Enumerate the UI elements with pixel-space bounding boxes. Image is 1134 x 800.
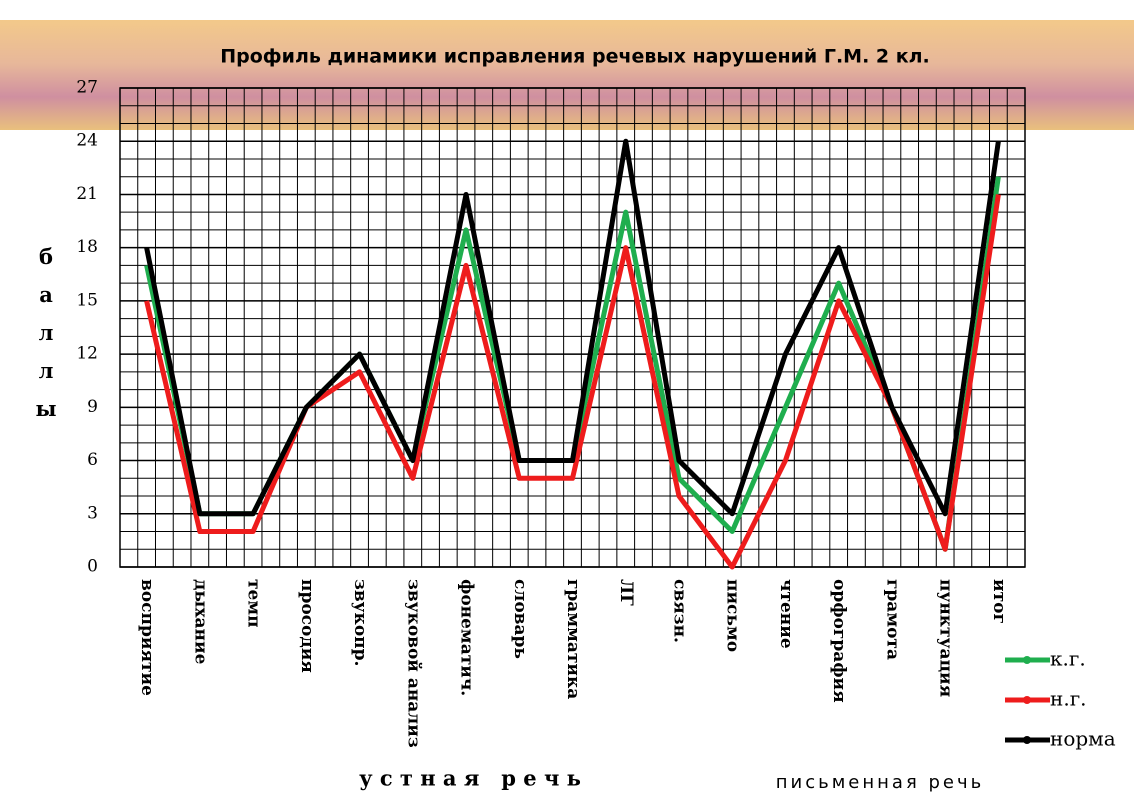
x-tick-label: словарь	[510, 579, 530, 659]
x-tick-label: темп	[244, 579, 264, 628]
y-label-letter: л	[39, 320, 54, 345]
x-tick-label: итог	[989, 579, 1009, 624]
plot-area	[120, 88, 1025, 567]
legend-label: к.г.	[1050, 647, 1086, 671]
group-label: у с т н а я р е ч ь	[359, 766, 581, 791]
x-tick-label: звукопр.	[350, 579, 370, 666]
x-tick-label: пунктуация	[936, 579, 956, 697]
y-tick-label: 6	[87, 450, 98, 470]
y-label-letter: б	[39, 244, 53, 269]
y-tick-label: 24	[76, 131, 98, 151]
y-tick-label: 0	[87, 557, 98, 577]
x-tick-label: чтение	[776, 579, 796, 649]
x-tick-label: грамота	[882, 579, 902, 660]
x-tick-label: ЛГ	[616, 579, 636, 606]
y-label-letter: ы	[35, 396, 56, 421]
x-tick-label: связн.	[669, 579, 689, 643]
y-tick-label: 15	[76, 290, 98, 310]
legend-label: норма	[1050, 727, 1116, 751]
x-tick-label: орфография	[829, 579, 849, 703]
y-tick-label: 3	[87, 503, 98, 523]
x-tick-label: дыхание	[190, 579, 210, 665]
x-tick-label: письмо	[723, 579, 743, 652]
legend-marker	[1023, 736, 1031, 744]
x-tick-label: просодия	[297, 579, 317, 673]
x-tick-label: грамматика	[563, 579, 583, 699]
y-label-letter: а	[39, 282, 53, 307]
y-tick-label: 18	[76, 237, 98, 257]
y-tick-label: 12	[76, 344, 98, 364]
chart: Профиль динамики исправления речевых нар…	[0, 0, 1134, 796]
legend-label: н.г.	[1050, 687, 1087, 711]
legend-marker	[1023, 696, 1031, 704]
legend-marker	[1023, 656, 1031, 664]
y-tick-label: 21	[76, 184, 98, 204]
x-tick-label: звуковой анализ	[403, 579, 423, 748]
group-label: письменная речь	[776, 772, 985, 793]
x-tick-label: восприятие	[137, 579, 157, 696]
y-tick-label: 27	[76, 78, 98, 98]
x-tick-label: фонематич.	[457, 579, 477, 696]
chart-title: Профиль динамики исправления речевых нар…	[220, 46, 930, 68]
y-tick-label: 9	[87, 397, 98, 417]
y-label-letter: л	[39, 358, 54, 383]
